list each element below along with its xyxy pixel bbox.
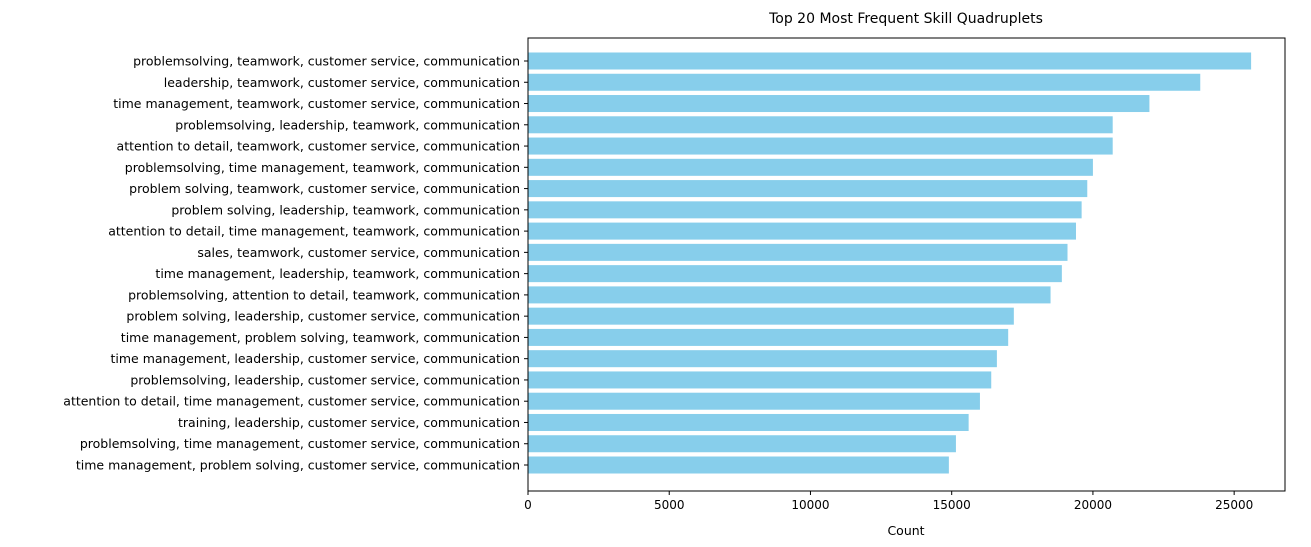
chart-title: Top 20 Most Frequent Skill Quadruplets xyxy=(768,11,1043,27)
category-label-9: attention to detail, time management, te… xyxy=(108,224,520,239)
bar-7 xyxy=(528,180,1088,198)
category-label-2: leadership, teamwork, customer service, … xyxy=(164,75,520,90)
bar-13 xyxy=(528,307,1014,325)
bars-group xyxy=(528,52,1252,474)
bar-12 xyxy=(528,286,1051,304)
x-tick-label-6: 25000 xyxy=(1215,498,1253,512)
category-label-3: time management, teamwork, customer serv… xyxy=(113,96,520,111)
bar-19 xyxy=(528,435,956,453)
bar-16 xyxy=(528,371,992,389)
bar-1 xyxy=(528,52,1252,70)
category-label-16: problemsolving, leadership, customer ser… xyxy=(130,372,520,387)
category-label-8: problem solving, leadership, teamwork, c… xyxy=(171,202,520,217)
bar-17 xyxy=(528,392,980,410)
bar-10 xyxy=(528,243,1068,261)
category-label-19: problemsolving, time management, custome… xyxy=(80,436,520,451)
bar-2 xyxy=(528,73,1201,91)
category-label-6: problemsolving, time management, teamwor… xyxy=(125,160,520,175)
category-label-17: attention to detail, time management, cu… xyxy=(63,394,520,409)
category-label-12: problemsolving, attention to detail, tea… xyxy=(128,287,520,302)
x-tick-label-4: 15000 xyxy=(933,498,971,512)
bar-4 xyxy=(528,116,1113,134)
category-label-4: problemsolving, leadership, teamwork, co… xyxy=(175,117,520,132)
category-labels-group: problemsolving, teamwork, customer servi… xyxy=(63,54,528,473)
bar-8 xyxy=(528,201,1082,219)
bar-15 xyxy=(528,350,997,368)
category-label-14: time management, problem solving, teamwo… xyxy=(121,330,520,345)
x-tick-label-5: 20000 xyxy=(1074,498,1112,512)
category-label-15: time management, leadership, customer se… xyxy=(111,351,521,366)
category-label-7: problem solving, teamwork, customer serv… xyxy=(129,181,520,196)
bar-11 xyxy=(528,265,1062,283)
bar-6 xyxy=(528,158,1093,176)
category-label-10: sales, teamwork, customer service, commu… xyxy=(197,245,520,260)
category-label-20: time management, problem solving, custom… xyxy=(76,458,520,473)
bar-20 xyxy=(528,456,949,474)
bar-18 xyxy=(528,413,969,431)
category-label-5: attention to detail, teamwork, customer … xyxy=(117,139,520,154)
plot-frame xyxy=(527,37,1286,492)
bar-14 xyxy=(528,328,1009,346)
x-tick-label-1: 0 xyxy=(524,498,532,512)
x-tick-label-2: 5000 xyxy=(654,498,685,512)
category-label-13: problem solving, leadership, customer se… xyxy=(126,309,520,324)
x-axis-label: Count xyxy=(887,523,924,538)
x-tick-label-3: 10000 xyxy=(791,498,829,512)
bar-3 xyxy=(528,95,1150,113)
bar-5 xyxy=(528,137,1113,155)
bar-9 xyxy=(528,222,1076,240)
category-label-1: problemsolving, teamwork, customer servi… xyxy=(133,54,520,69)
x-axis-ticks-group: 0 5000 10000 15000 20000 25000 xyxy=(524,491,1253,512)
category-label-11: time management, leadership, teamwork, c… xyxy=(155,266,520,281)
category-label-18: training, leadership, customer service, … xyxy=(178,415,520,430)
